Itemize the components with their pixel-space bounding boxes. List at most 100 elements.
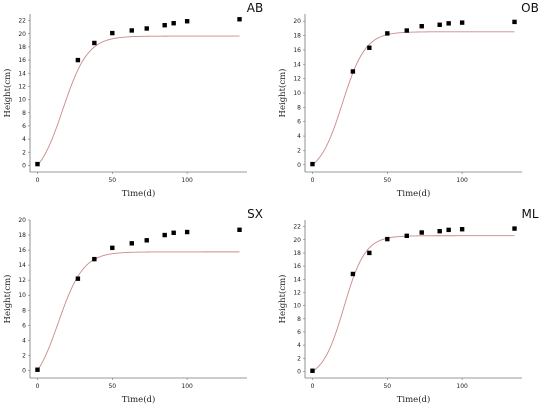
y-tick-label: 18 [293, 33, 301, 40]
data-point [184, 19, 190, 24]
y-tick-label: 10 [18, 97, 26, 104]
panel-ab: 0 2 4 6 8 10 12 14 16 18 20 22 0 50 100 Time(d) Height(c… [2, 1, 263, 199]
y-tick-label: 14 [293, 276, 301, 283]
data-point [92, 40, 97, 46]
panel-label: OB [521, 1, 539, 15]
x-axis-title: Time(d) [397, 394, 431, 405]
data-point [110, 245, 115, 251]
y-tick-label: 20 [293, 237, 301, 244]
data-point [512, 226, 517, 231]
y-tick-label: 8 [22, 110, 26, 117]
data-point [171, 21, 176, 26]
y-tick-label: 12 [18, 83, 26, 90]
data-point [310, 368, 315, 373]
y-tick-label: 2 [297, 355, 301, 362]
data-point [512, 19, 517, 25]
data-point [419, 24, 424, 29]
y-tick-label: 12 [293, 289, 301, 296]
data-point [367, 250, 372, 256]
y-axis-title: Height(cm) [2, 69, 13, 118]
data-point [35, 161, 40, 167]
data-point [459, 227, 465, 232]
y-tick-label: 6 [22, 123, 26, 130]
x-tick-label: 50 [383, 383, 391, 390]
y-tick-label: 16 [293, 47, 301, 54]
y-tick-label: 16 [293, 263, 301, 270]
data-point [75, 57, 81, 63]
y-tick-label: 22 [18, 18, 26, 25]
x-tick-label: 100 [181, 177, 193, 184]
panel-label: ML [521, 207, 538, 221]
data-point [310, 161, 315, 167]
y-tick-label: 0 [22, 367, 26, 374]
panel-ob: 0 2 4 6 8 10 12 14 16 18 20 0 50 100 Time(d) Height(cm)… [277, 1, 539, 199]
data-point [237, 17, 242, 22]
x-axis-title: Time(d) [122, 394, 156, 405]
y-tick-label: 0 [297, 368, 301, 375]
y-tick-label: 4 [22, 337, 26, 344]
x-tick-label: 0 [36, 177, 40, 184]
y-tick-label: 16 [18, 57, 26, 64]
y-tick-label: 20 [293, 18, 301, 25]
data-point [162, 232, 167, 238]
data-point [437, 22, 442, 27]
y-axis-title: Height(cm) [277, 275, 288, 324]
data-point [446, 21, 451, 26]
data-point [129, 241, 134, 246]
data-point [404, 233, 409, 238]
data-point [92, 256, 97, 262]
y-tick-label: 16 [18, 247, 26, 254]
data-point [437, 228, 442, 234]
fit-curve [312, 31, 515, 166]
y-tick-label: 22 [293, 224, 301, 231]
y-tick-label: 12 [18, 277, 26, 284]
data-point [350, 69, 356, 74]
data-point [419, 230, 424, 235]
y-tick-label: 12 [293, 76, 301, 83]
x-axis-title: Time(d) [397, 188, 431, 199]
x-tick-label: 100 [181, 383, 193, 390]
x-axis-title: Time(d) [122, 188, 156, 199]
y-axis-title: Height(cm) [2, 275, 13, 324]
y-tick-label: 14 [18, 70, 26, 77]
data-point [385, 236, 390, 242]
panel-sx: 0 2 4 6 8 10 12 14 16 18 20 0 50 100 Time(d) Height(cm)… [2, 207, 263, 405]
y-tick-label: 10 [293, 90, 301, 97]
x-tick-label: 100 [456, 383, 468, 390]
x-tick-label: 0 [311, 177, 315, 184]
y-tick-label: 6 [297, 119, 301, 126]
y-tick-label: 8 [297, 104, 301, 111]
data-point [171, 230, 176, 235]
panel-label: SX [247, 207, 263, 221]
data-point [385, 31, 390, 36]
data-point [404, 28, 409, 33]
y-tick-label: 4 [297, 133, 301, 140]
data-point [446, 227, 451, 233]
x-tick-label: 50 [383, 177, 391, 184]
data-point [129, 28, 134, 33]
data-point [350, 271, 356, 277]
data-point [162, 22, 167, 28]
y-tick-label: 2 [22, 352, 26, 359]
panel-ml: 0 2 4 6 8 10 12 14 16 18 20 22 0 50 100 Time(d) Height(c… [277, 207, 539, 405]
y-tick-label: 6 [22, 322, 26, 329]
y-tick-label: 8 [22, 307, 26, 314]
y-tick-label: 14 [293, 61, 301, 68]
y-tick-label: 2 [297, 147, 301, 154]
y-axis-title: Height(cm) [277, 69, 288, 118]
x-tick-label: 50 [108, 177, 116, 184]
data-point [367, 45, 372, 50]
data-point [144, 238, 149, 243]
y-tick-label: 0 [297, 162, 301, 169]
fit-curve [37, 35, 240, 166]
y-tick-label: 8 [297, 316, 301, 323]
y-tick-label: 18 [18, 44, 26, 51]
x-tick-label: 50 [108, 383, 116, 390]
fit-curve [37, 251, 240, 371]
y-tick-label: 20 [18, 31, 26, 38]
data-point [237, 227, 242, 232]
data-point [459, 20, 465, 25]
y-tick-label: 10 [293, 303, 301, 310]
x-tick-label: 0 [311, 383, 315, 390]
